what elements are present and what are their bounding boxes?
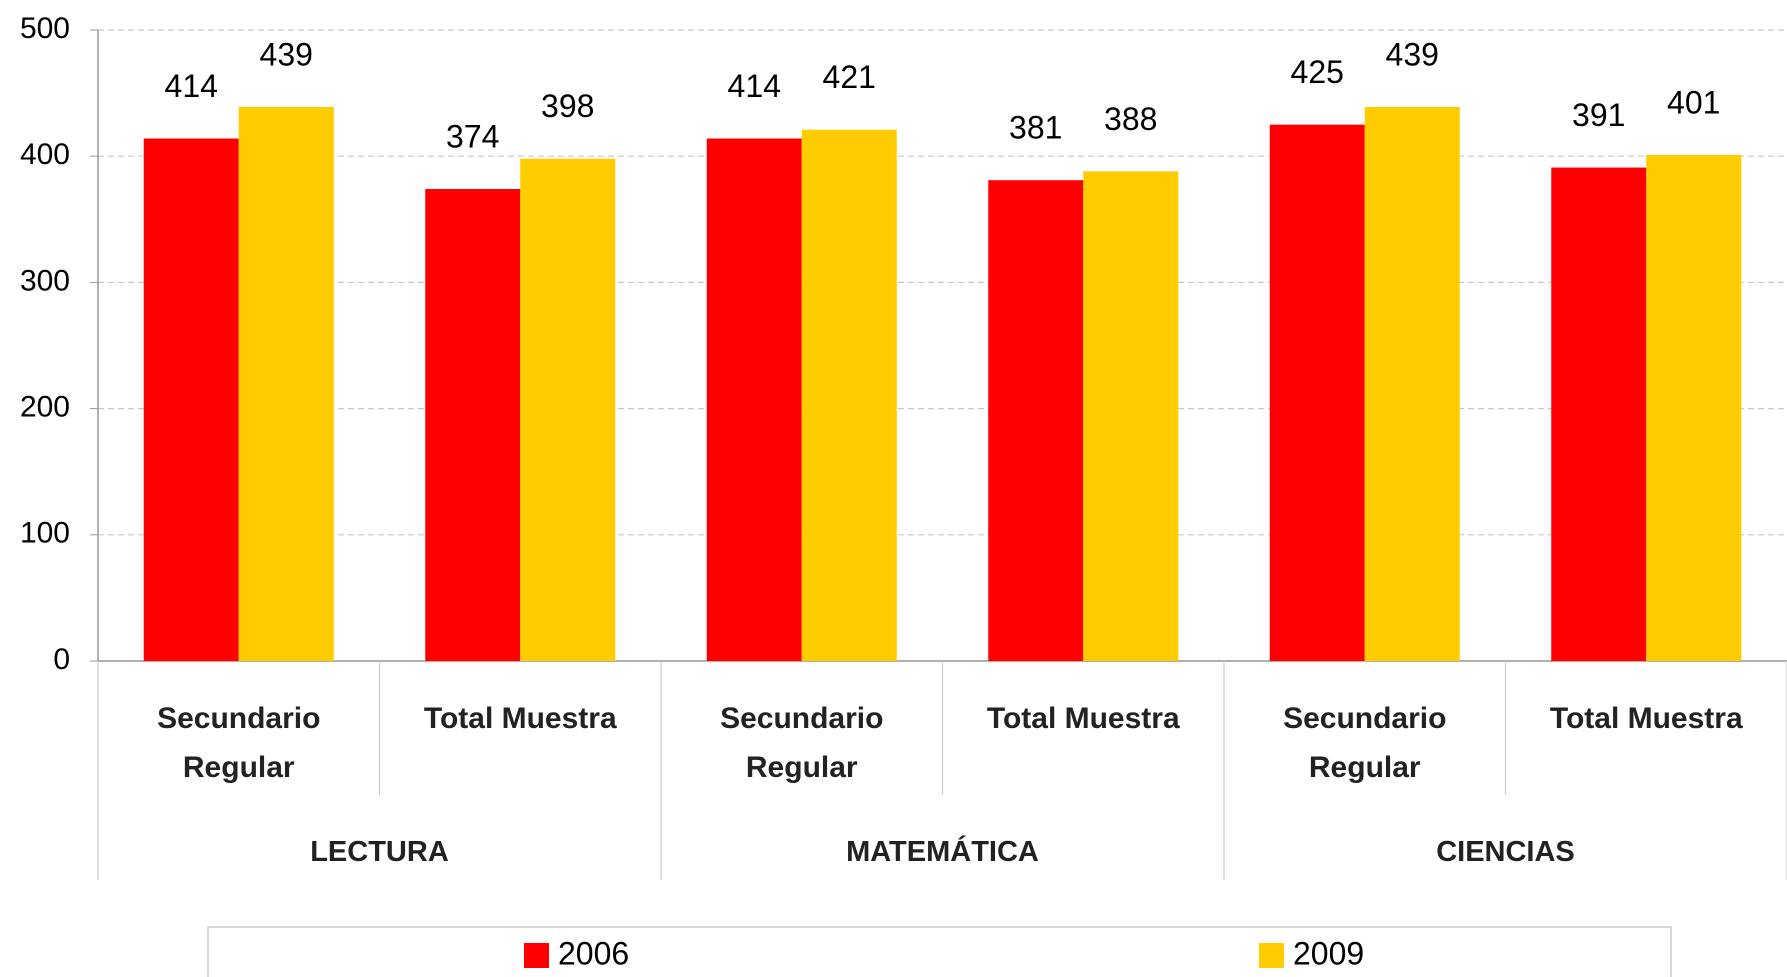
data-label: 374 bbox=[446, 118, 499, 154]
bar bbox=[238, 106, 334, 662]
bar bbox=[801, 129, 897, 661]
x-tick-label: Secundario Regular bbox=[1283, 702, 1447, 784]
legend-box bbox=[207, 926, 1672, 977]
bar bbox=[1269, 124, 1365, 661]
legend-swatch bbox=[1259, 943, 1284, 968]
data-label: 425 bbox=[1291, 54, 1344, 90]
data-label: 421 bbox=[823, 59, 876, 95]
bar bbox=[143, 138, 239, 662]
data-label: 401 bbox=[1667, 84, 1720, 120]
y-tick-label: 300 bbox=[20, 264, 70, 297]
y-tick-label: 500 bbox=[20, 12, 70, 45]
data-label: 439 bbox=[260, 36, 313, 72]
legend-swatch bbox=[524, 943, 549, 968]
bar bbox=[988, 180, 1084, 662]
data-label: 381 bbox=[1009, 110, 1062, 146]
group-label: LECTURA bbox=[310, 836, 449, 868]
bar bbox=[520, 158, 616, 661]
bar bbox=[1364, 106, 1460, 662]
y-tick-label: 200 bbox=[20, 391, 70, 424]
data-label: 414 bbox=[728, 68, 781, 104]
x-tick-label: Total Muestra bbox=[423, 702, 617, 735]
data-label: 391 bbox=[1572, 97, 1625, 133]
legend-label: 2009 bbox=[1293, 935, 1364, 971]
x-tick-label: Secundario Regular bbox=[720, 702, 884, 784]
legend-label: 2006 bbox=[558, 935, 629, 971]
x-tick-label: Total Muestra bbox=[986, 702, 1180, 735]
y-tick-label: 100 bbox=[20, 517, 70, 550]
data-label: 414 bbox=[165, 68, 218, 104]
data-label: 439 bbox=[1386, 36, 1439, 72]
bar bbox=[1083, 171, 1179, 661]
group-label: MATEMÁTICA bbox=[846, 836, 1039, 868]
y-tick-label: 400 bbox=[20, 138, 70, 171]
group-label: CIENCIAS bbox=[1436, 836, 1575, 868]
x-tick-label: Secundario Regular bbox=[157, 702, 321, 784]
data-label: 388 bbox=[1104, 101, 1157, 137]
bar bbox=[706, 138, 802, 662]
bar bbox=[425, 189, 521, 661]
data-label: 398 bbox=[541, 88, 594, 124]
bar bbox=[1551, 167, 1647, 662]
x-tick-label: Total Muestra bbox=[1549, 702, 1743, 735]
y-tick-label: 0 bbox=[53, 643, 70, 676]
bar bbox=[1646, 154, 1742, 662]
